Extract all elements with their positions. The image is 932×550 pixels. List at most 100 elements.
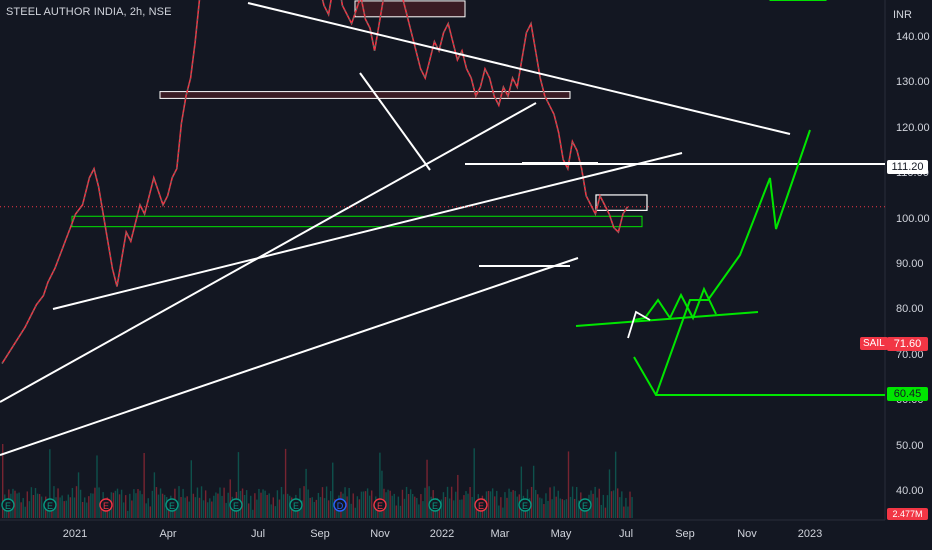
volume-bar [414,496,416,518]
x-tick-label: Jul [250,528,266,540]
volume-bar [94,487,96,518]
volume-bar [393,493,395,518]
volume-bar [245,490,248,518]
volume-bar [309,497,311,518]
volume-bar [81,502,84,518]
volume-bar [321,487,324,518]
volume-bar [606,495,609,518]
volume-bar [118,494,121,518]
x-tick-label: Mar [490,528,510,540]
volume-bar [122,502,125,518]
volume-bar [346,496,348,518]
volume-bar [26,491,28,518]
volume-bar [362,491,365,518]
volume-bar [114,490,117,518]
volume-bar [79,489,82,518]
volume-bar [569,496,572,518]
volume-bar [36,493,39,518]
volume-bar [90,493,92,518]
supply-zone-upper [354,0,466,18]
volume-bar [301,500,303,518]
volume-bar [317,492,320,518]
volume-bar [61,495,63,518]
volume-bar [491,488,494,518]
volume-bar [473,448,475,518]
volume-bar [412,494,414,518]
volume-bar [155,487,158,518]
volume-bar [559,498,561,518]
y-tick-label: 80.00 [896,303,924,316]
volume-bar [313,502,315,518]
volume-bar [221,495,223,518]
event-marker-label: E [522,501,528,511]
volume-bar [539,497,541,518]
volume-bar [57,488,59,518]
volume-bar [621,491,623,518]
volume-bar [161,493,164,518]
volume-bar [219,487,221,518]
volume-bar [190,460,192,518]
volume-bar [250,495,252,518]
volume-bar [496,490,498,518]
volume-bar [319,497,322,518]
volume-bar [34,488,37,518]
volume-bar [629,491,631,518]
y-tick-label: 140.00 [896,31,930,43]
event-marker-label: E [169,501,175,511]
chart-title: STEEL AUTHOR INDIA, 2h, NSE [6,6,172,18]
volume-bar [541,498,543,518]
event-marker-label: E [47,501,53,511]
volume-bar [530,486,533,518]
volume-bar [471,496,473,518]
volume-bar [63,501,65,518]
volume-bar [14,490,16,518]
volume-bar [209,498,211,518]
volume-bar [270,504,272,518]
volume-bar [274,506,277,518]
event-marker [99,498,113,512]
volume-bar [405,486,408,518]
volume-bar [311,497,313,518]
volume-bar [16,493,18,518]
event-marker-label: E [432,501,438,511]
volume-bar [399,505,402,518]
volume-bar [145,503,147,518]
volume-bar [254,493,256,518]
volume-bar [129,493,131,518]
volume-bar [215,492,217,518]
volume-bar [561,499,564,518]
volume-bar [112,492,115,518]
trendline-descending-short [359,72,431,171]
volume-bar [602,494,605,518]
trendline-descending-major [247,2,791,135]
volume-bar [286,493,289,518]
volume-bar [280,486,283,518]
volume-bar [204,490,207,518]
volume-bar [196,487,199,518]
price-series-overlay [1,0,628,364]
resistance-price-badge: 111.20 [887,160,928,174]
volume-bar [532,465,535,518]
volume-bar [535,489,537,518]
event-marker-label: E [5,501,11,511]
x-tick-label: Apr [159,528,177,540]
volume-bar [73,497,76,518]
volume-bar [272,497,274,518]
volume-bar [448,498,451,518]
volume-bar [389,490,391,518]
volume-bar [96,455,98,518]
demand-zone [71,215,643,228]
volume-bar [2,444,4,518]
volume-bar [284,448,287,518]
volume-bar [397,496,400,518]
volume-bar [139,490,141,518]
volume-bar [149,506,151,518]
y-tick-label: 100.00 [896,212,930,225]
volume-bar [59,497,61,518]
event-marker [165,498,179,512]
event-marker-label: E [478,501,484,511]
volume-bar [506,497,508,518]
volume-bar [596,497,598,518]
volume-bar [551,499,553,518]
